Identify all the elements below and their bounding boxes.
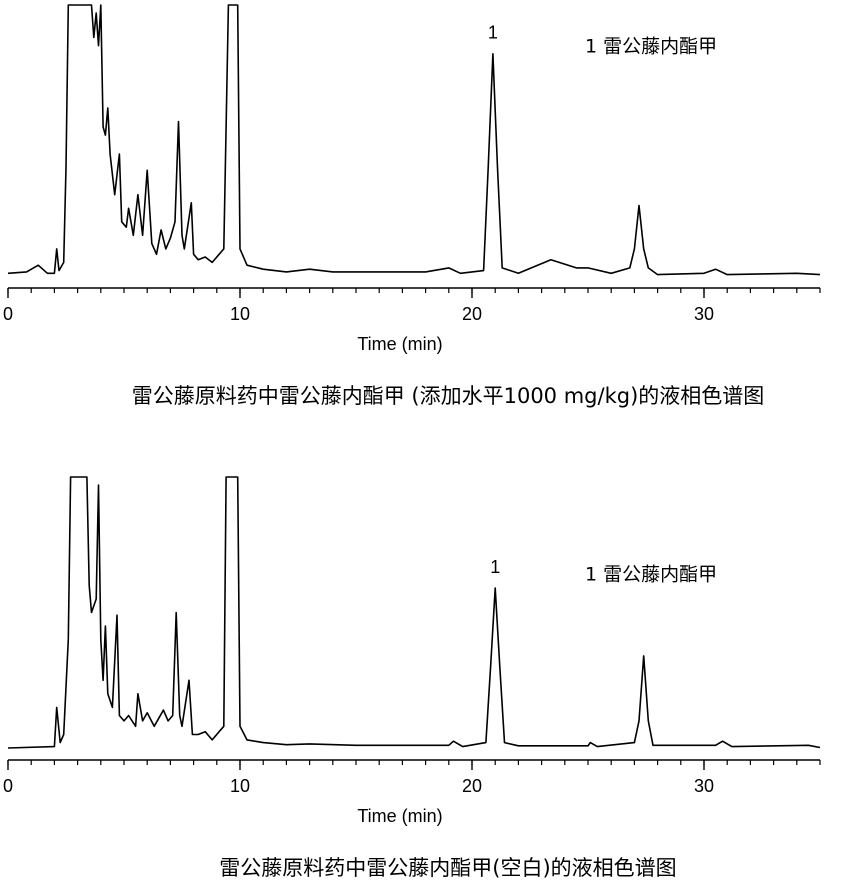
legend-text: 1 雷公藤内酯甲 [585,564,717,586]
chart-caption: 雷公藤原料药中雷公藤内酯甲 (添加水平1000 mg/kg)的液相色谱图 [132,384,765,408]
peak-label: 1 [488,23,498,43]
x-tick-label: 20 [462,304,482,324]
x-tick-label: 10 [230,776,250,796]
x-tick-label: 0 [3,776,13,796]
chromatogram-trace [7,476,821,749]
chart-caption: 雷公藤原料药中雷公藤内酯甲(空白)的液相色谱图 [219,856,676,880]
x-tick-label: 30 [694,304,714,324]
x-tick-label: 30 [694,776,714,796]
legend-text: 1 雷公藤内酯甲 [585,36,717,58]
chromatogram-trace [7,4,821,276]
x-tick-label: 0 [3,304,13,324]
x-axis-label: Time (min) [357,806,442,826]
peak-label: 1 [490,557,500,577]
x-tick-label: 20 [462,776,482,796]
x-tick-label: 10 [230,304,250,324]
x-axis-label: Time (min) [357,334,442,354]
